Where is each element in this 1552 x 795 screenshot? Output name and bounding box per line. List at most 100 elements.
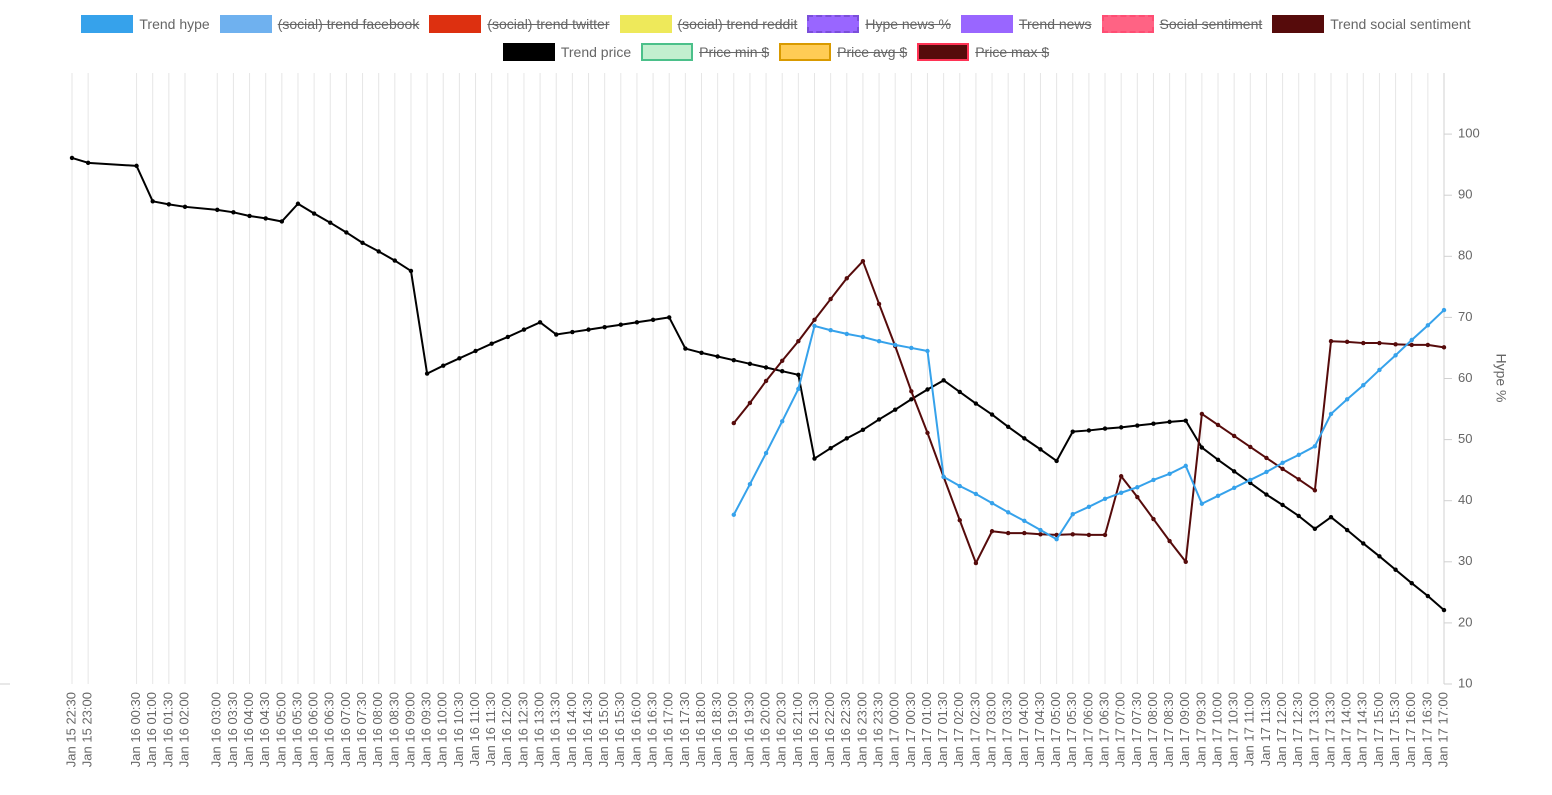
data-point	[376, 249, 381, 254]
data-point	[1425, 342, 1431, 348]
legend-item[interactable]: Price avg $	[779, 43, 907, 61]
y-tick-label: 50	[1458, 431, 1472, 446]
x-tick-label: Jan 17 14:00	[1339, 692, 1354, 767]
data-point	[1264, 492, 1269, 497]
data-point	[69, 155, 75, 161]
data-point	[231, 210, 236, 215]
data-point	[780, 419, 785, 424]
legend-item[interactable]: Price max $	[917, 43, 1049, 61]
data-point	[796, 372, 801, 378]
legend-swatch	[807, 15, 860, 33]
x-tick-label: Jan 17 13:30	[1322, 692, 1337, 767]
data-point	[925, 387, 930, 392]
x-tick-label: Jan 16 18:30	[709, 692, 724, 767]
data-point	[828, 296, 833, 302]
legend-item[interactable]: Trend price	[502, 43, 631, 61]
x-tick-label: Jan 16 05:00	[273, 692, 288, 767]
data-point	[780, 368, 785, 374]
data-point	[1441, 307, 1447, 313]
legend-item[interactable]: (social) trend facebook	[219, 15, 419, 33]
y-tick-label: 100	[1458, 126, 1480, 141]
data-point	[973, 491, 979, 497]
legend-item[interactable]: Hype news %	[807, 15, 951, 33]
legend-item[interactable]: Social sentiment	[1101, 15, 1262, 33]
x-tick-label: Jan 17 10:30	[1226, 692, 1241, 767]
data-point	[166, 202, 172, 207]
x-tick-label: Jan 16 19:30	[741, 692, 756, 767]
data-point	[1377, 367, 1382, 373]
x-tick-label: Jan 16 15:30	[612, 692, 627, 767]
data-point	[150, 199, 155, 204]
data-point	[1231, 433, 1237, 439]
x-tick-label: Jan 16 23:30	[870, 692, 885, 767]
x-tick-label: Jan 16 18:00	[693, 692, 708, 767]
data-point	[182, 204, 188, 210]
legend-item[interactable]: Price min $	[641, 43, 769, 61]
x-tick-label: Jan 17 04:00	[1016, 692, 1031, 767]
data-point	[973, 401, 979, 406]
x-tick-label: Jan 16 19:00	[725, 692, 740, 767]
x-tick-label: Jan 17 01:30	[935, 692, 950, 767]
data-point	[1151, 421, 1156, 426]
x-tick-label: Jan 16 01:00	[144, 692, 159, 767]
legend-item[interactable]: (social) trend reddit	[619, 15, 798, 33]
data-point	[1409, 337, 1414, 343]
x-tick-label: Jan 17 14:30	[1355, 692, 1370, 767]
data-point	[909, 389, 914, 394]
data-point	[215, 207, 220, 213]
legend-item[interactable]: Trend news	[960, 15, 1092, 33]
x-tick-label: Jan 16 01:30	[160, 692, 175, 767]
data-point	[392, 258, 398, 263]
data-point	[973, 560, 979, 566]
data-point	[683, 346, 688, 351]
data-point	[295, 201, 301, 206]
data-point	[1377, 340, 1382, 346]
legend-swatch	[917, 43, 970, 61]
data-point	[941, 378, 946, 383]
data-point	[828, 445, 833, 451]
data-point	[731, 512, 736, 517]
x-tick-label: Jan 16 10:00	[435, 692, 450, 767]
legend-item[interactable]: Trend social sentiment	[1272, 15, 1471, 33]
data-point	[957, 389, 962, 395]
data-point	[925, 348, 930, 354]
data-point	[1199, 501, 1205, 506]
data-point	[424, 371, 430, 376]
legend-label: (social) trend twitter	[487, 16, 610, 32]
legend-item[interactable]: (social) trend twitter	[429, 15, 610, 33]
data-point	[85, 160, 91, 166]
legend-label: Price max $	[975, 44, 1050, 60]
y-tick-label: 10	[1458, 675, 1472, 690]
data-point	[1441, 345, 1447, 350]
x-tick-label: Jan 17 07:00	[1113, 692, 1128, 767]
data-point	[408, 268, 414, 274]
data-point	[763, 378, 769, 384]
x-tick-label: Jan 17 02:00	[951, 692, 966, 767]
data-point	[247, 213, 252, 219]
data-point	[134, 163, 139, 169]
y-axis-title: Hype %	[1493, 353, 1509, 402]
x-tick-label: Jan 17 08:30	[1161, 692, 1176, 767]
data-point	[1038, 527, 1043, 533]
data-point	[763, 365, 769, 370]
legend-item[interactable]: Trend hype	[81, 15, 210, 33]
y-tick-label: 30	[1458, 553, 1472, 568]
legend-label: (social) trend reddit	[677, 16, 798, 32]
x-tick-label: Jan 16 05:30	[289, 692, 304, 767]
data-point	[1135, 423, 1140, 428]
y-tick-label: 20	[1458, 614, 1472, 629]
x-tick-label: Jan 17 11:00	[1242, 692, 1257, 766]
x-tick-label: Jan 16 11:30	[483, 692, 498, 766]
data-point	[844, 436, 849, 441]
x-tick-label: Jan 16 08:00	[370, 692, 385, 767]
data-point	[328, 220, 333, 225]
data-point	[1086, 532, 1092, 538]
data-point	[1280, 466, 1285, 472]
data-point	[796, 386, 801, 392]
x-tick-label: Jan 16 07:00	[338, 692, 353, 767]
x-tick-label: Jan 17 00:30	[903, 692, 918, 767]
legend-label: Trend news	[1018, 16, 1092, 32]
x-tick-label: Jan 17 09:30	[1193, 692, 1208, 767]
x-tick-label: Jan 16 02:00	[176, 692, 191, 767]
legend-label: Trend social sentiment	[1330, 16, 1471, 32]
